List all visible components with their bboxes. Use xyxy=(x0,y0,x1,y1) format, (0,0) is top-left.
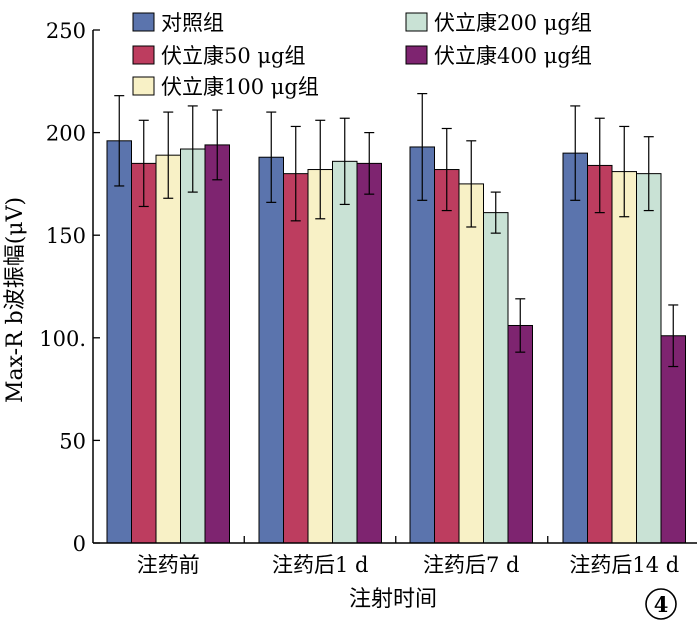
x-tick-label-4: 注药后14 d xyxy=(569,553,679,577)
legend-swatch-3 xyxy=(132,76,155,96)
corner-badge-circle xyxy=(645,588,677,620)
bar-4-2 xyxy=(587,164,613,544)
y-tick-label-0: 0 xyxy=(73,532,86,556)
legend-label-2: 伏立康50 μg组 xyxy=(161,44,306,68)
bar-4-5 xyxy=(660,335,686,544)
bar-2-1 xyxy=(258,156,284,544)
bar-2-2 xyxy=(283,173,309,544)
y-tick-label-4: 200 xyxy=(46,122,86,146)
corner-badge: 4 xyxy=(645,588,677,620)
legend-swatch-5 xyxy=(405,45,428,65)
bar-4-4 xyxy=(636,173,662,544)
y-tick-label-5: 250 xyxy=(46,19,86,43)
legend-swatch-1 xyxy=(132,12,155,32)
bar-4-1 xyxy=(562,152,588,544)
bar-1-3 xyxy=(155,154,181,544)
x-tick-label-2: 注药后1 d xyxy=(272,553,368,577)
bar-2-4 xyxy=(332,160,358,544)
x-tick-label-1: 注药前 xyxy=(137,553,200,577)
corner-badge-label: 4 xyxy=(654,592,669,617)
axes-layer: 注药前 注药后1 d 注药后7 d 注药后14 d 0 50 100. 150 200 250 xyxy=(39,19,697,577)
bar-1-2 xyxy=(131,162,157,544)
x-tick-label-3: 注药后7 d xyxy=(423,553,519,577)
legend-label-4: 伏立康200 μg组 xyxy=(434,11,592,35)
bar-1-4 xyxy=(180,148,206,544)
legend-label-3: 伏立康100 μg组 xyxy=(161,75,319,99)
bar-2-5 xyxy=(356,162,382,544)
y-tick-label-2: 100. xyxy=(39,327,86,351)
bar-2-3 xyxy=(307,169,333,544)
legend-swatch-2 xyxy=(132,45,155,65)
bar-3-2 xyxy=(434,169,460,544)
legend-label-1: 对照组 xyxy=(161,11,224,35)
x-axis-label: 注射时间 xyxy=(349,587,437,612)
bar-3-3 xyxy=(458,183,484,544)
y-axis-label: Max-R b波振幅(μV) xyxy=(3,197,28,403)
bar-4-3 xyxy=(611,171,637,544)
bar-1-1 xyxy=(106,140,132,544)
legend-label-5: 伏立康400 μg组 xyxy=(434,44,592,68)
bar-3-4 xyxy=(483,212,509,544)
bar-3-5 xyxy=(507,324,533,544)
legend-swatch-4 xyxy=(405,12,428,32)
bar-3-1 xyxy=(409,146,435,544)
y-tick-label-3: 150 xyxy=(46,224,86,248)
bars-layer xyxy=(106,93,686,544)
bar-1-5 xyxy=(204,144,230,544)
y-tick-label-1: 50 xyxy=(59,429,86,453)
